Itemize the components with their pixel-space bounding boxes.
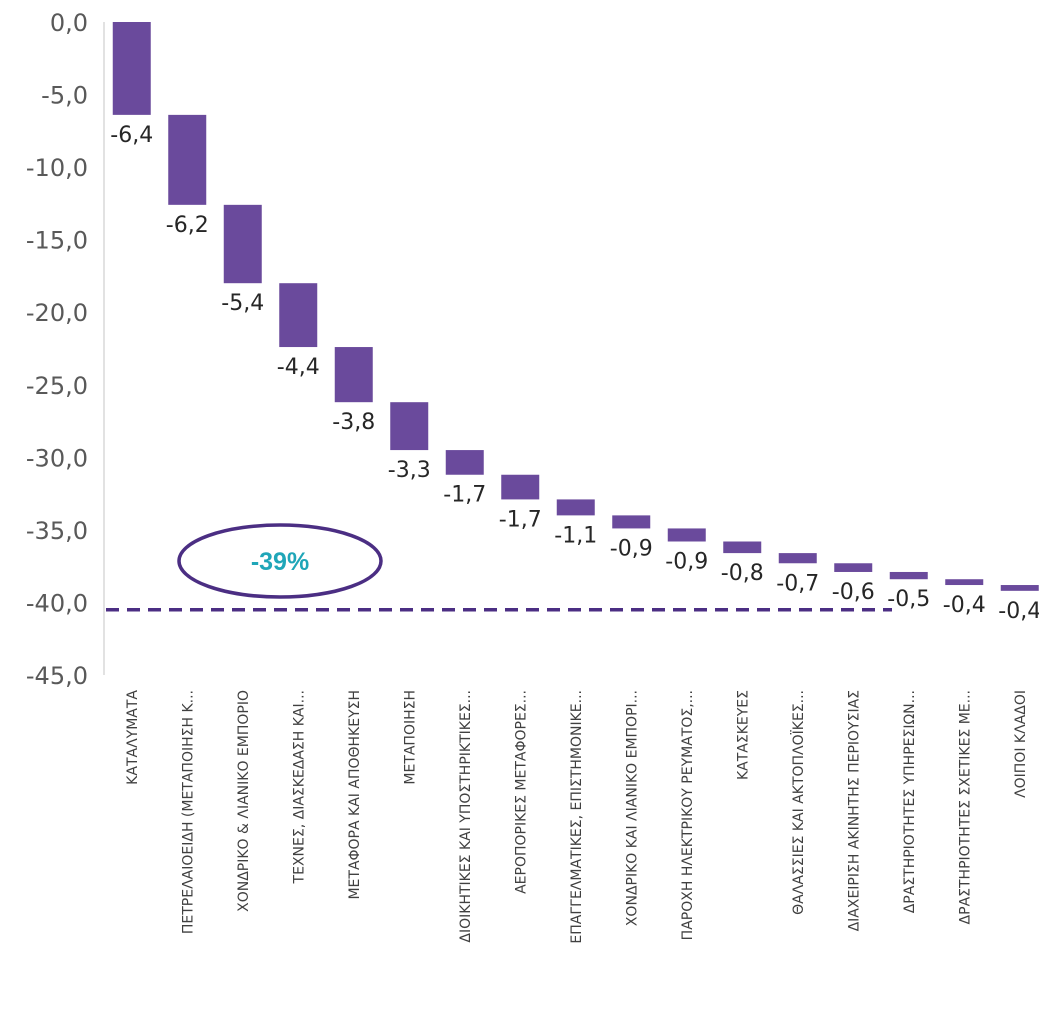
y-tick-label: -10,0 xyxy=(26,154,88,182)
bar-value-label: -0,9 xyxy=(665,549,708,574)
x-category-label: ΔΡΑΣΤΗΡΙΟΤΗΤΕΣ ΥΠΗΡΕΣΙΩΝ... xyxy=(902,690,918,913)
y-tick-label: -20,0 xyxy=(26,299,88,327)
x-category-label: ΘΑΛΑΣΣΙΕΣ ΚΑΙ ΑΚΤΟΠΛΟΪΚΕΣ... xyxy=(789,690,807,915)
x-axis: ΚΑΤΑΛΥΜΑΤΑ ΠΕΤΡΕΛΑΙΟΕΙΔΗ (ΜΕΤΑΠΟΙΗΣΗ Κ...… xyxy=(125,690,1029,944)
x-category-label: ΔΙΟΙΚΗΤΙΚΕΣ ΚΑΙ ΥΠΟΣΤΗΡΙΚΤΙΚΕΣ... xyxy=(458,690,474,943)
x-category-label: ΚΑΤΑΣΚΕΥΕΣ xyxy=(735,690,751,780)
x-category-label: ΕΠΑΓΓΕΛΜΑΤΙΚΕΣ, ΕΠΙΣΤΗΜΟΝΙΚΕ... xyxy=(569,690,585,944)
y-tick-label: -45,0 xyxy=(26,662,88,690)
x-category-label: ΧΟΝΔΡΙΚΟ & ΛΙΑΝΙΚΟ ΕΜΠΟΡΙΟ xyxy=(236,690,252,912)
bars xyxy=(112,22,1039,591)
y-tick-label: -35,0 xyxy=(26,517,88,545)
y-tick-label: 0,0 xyxy=(50,9,88,37)
bar-value-label: -6,4 xyxy=(110,123,153,148)
x-category-label: ΛΟΙΠΟΙ ΚΛΑΔΟΙ xyxy=(1013,690,1029,798)
y-tick-label: -5,0 xyxy=(41,82,88,110)
x-category-label: ΤΕΧΝΕΣ, ΔΙΑΣΚΕΔΑΣΗ ΚΑΙ... xyxy=(291,690,307,884)
callout-text: -39% xyxy=(251,548,309,576)
bar xyxy=(723,541,762,554)
bar-value-label: -3,3 xyxy=(388,458,431,483)
bar-value-label: -0,5 xyxy=(887,587,930,612)
bar-value-label: -0,7 xyxy=(776,571,819,596)
value-labels: -6,4 -6,2 -5,4 -4,4 -3,8 -3,3 -1,7 -1,7 -1,1 -0,9… xyxy=(110,123,1039,624)
bar xyxy=(334,347,373,403)
x-category-label: ΜΕΤΑΠΟΙΗΣΗ xyxy=(402,690,418,785)
bar xyxy=(834,563,873,572)
bar-value-label: -0,4 xyxy=(998,599,1039,624)
bar-value-label: -1,7 xyxy=(443,483,486,508)
x-category-label: ΧΟΝΔΡΙΚΟ ΚΑΙ ΛΙΑΝΙΚΟ ΕΜΠΟΡΙ... xyxy=(624,690,640,926)
x-category-label: ΑΕΡΟΠΟΡΙΚΕΣ ΜΕΤΑΦΟΡΕΣ... xyxy=(513,690,529,894)
bar-value-label: -0,8 xyxy=(721,561,764,586)
y-tick-label: -15,0 xyxy=(26,227,88,255)
bar-value-label: -0,6 xyxy=(832,580,875,605)
bar-value-label: -0,9 xyxy=(610,536,653,561)
bar-value-label: -1,7 xyxy=(499,507,542,532)
bar xyxy=(501,474,540,500)
bar-value-label: -6,2 xyxy=(166,213,209,238)
bar-value-label: -1,1 xyxy=(554,523,597,548)
bar xyxy=(445,450,484,475)
y-tick-label: -30,0 xyxy=(26,444,88,472)
bar-value-label: -0,4 xyxy=(943,593,986,618)
y-axis: 0,0 -5,0 -10,0 -15,0 -20,0 -25,0 -30,0 -35,0 -40… xyxy=(26,9,105,690)
bar xyxy=(667,528,706,542)
x-category-label: ΜΕΤΑΦΟΡΑ ΚΑΙ ΑΠΟΘΗΚΕΥΣΗ xyxy=(347,690,363,900)
x-category-label: ΚΑΤΑΛΥΜΑΤΑ xyxy=(125,690,141,785)
bar xyxy=(612,515,651,529)
bar xyxy=(390,402,429,451)
x-category-label: ΔΡΑΣΤΗΡΙΟΤΗΤΕΣ ΣΧΕΤΙΚΕΣ ΜΕ... xyxy=(957,690,973,924)
x-category-label: ΠΑΡΟΧΗ ΗΛΕΚΤΡΙΚΟΥ ΡΕΥΜΑΤΟΣ,... xyxy=(680,690,696,940)
bar xyxy=(279,283,318,348)
bar xyxy=(889,571,928,580)
bar xyxy=(112,22,151,115)
bar-value-label: -5,4 xyxy=(221,291,264,316)
callout-ellipse xyxy=(177,523,383,599)
bar xyxy=(945,579,984,586)
x-category-label: ΔΙΑΧΕΙΡΙΣΗ ΑΚΙΝΗΤΗΣ ΠΕΡΙΟΥΣΙΑΣ xyxy=(846,690,862,931)
bar-value-label: -3,8 xyxy=(332,410,375,435)
x-category-label: ΠΕΤΡΕΛΑΙΟΕΙΔΗ (ΜΕΤΑΠΟΙΗΣΗ Κ... xyxy=(180,690,196,934)
bar xyxy=(556,499,595,516)
bar xyxy=(223,204,262,284)
bar-value-label: -4,4 xyxy=(277,355,320,380)
y-tick-label: -25,0 xyxy=(26,372,88,400)
bar xyxy=(168,114,207,205)
y-tick-label: -40,0 xyxy=(26,589,88,617)
bar xyxy=(778,553,817,564)
bar xyxy=(1000,585,1039,591)
